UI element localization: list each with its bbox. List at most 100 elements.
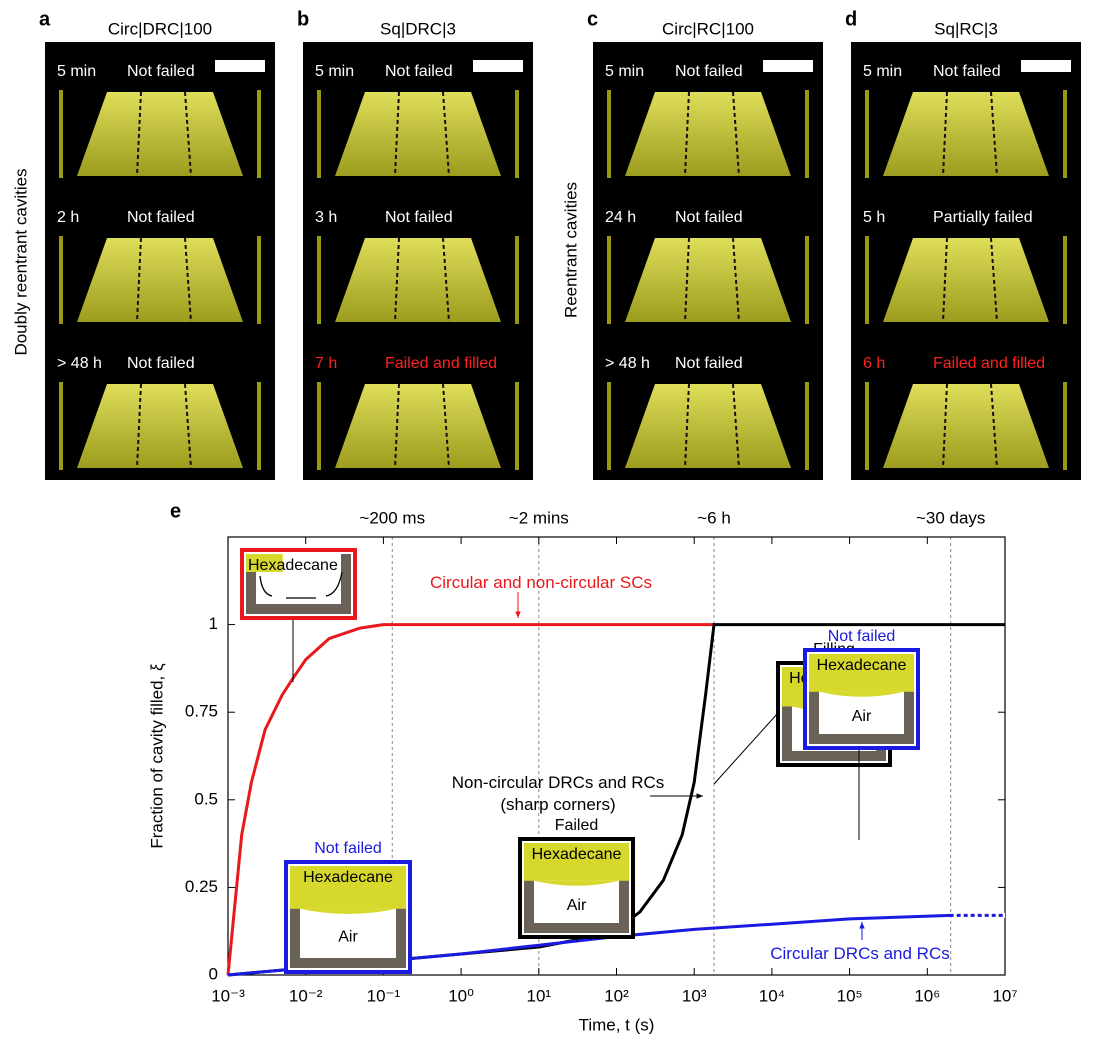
frame-time: 6 h	[863, 355, 885, 372]
time-marker-label: ~200 ms	[359, 508, 425, 527]
cavity-edge	[865, 236, 869, 324]
scale-bar	[1021, 60, 1071, 72]
x-tick-label: 10⁻³	[211, 986, 245, 1005]
cavity-edge	[805, 236, 809, 324]
inset-liquid: Hexadecane	[817, 657, 907, 674]
cavity-edge	[515, 90, 519, 178]
cavity-edge	[515, 236, 519, 324]
frame-status: Not failed	[127, 209, 195, 226]
scale-bar	[215, 60, 265, 72]
frame-time: > 48 h	[57, 355, 102, 372]
row-label: Doubly reentrant cavities	[11, 168, 30, 355]
row-label: Reentrant cavities	[561, 182, 580, 318]
x-tick-label: 10³	[682, 986, 707, 1005]
series-label: Circular and non-circular SCs	[430, 573, 652, 592]
cavity-edge	[59, 382, 63, 470]
panel-title: Circ|DRC|100	[108, 19, 212, 38]
frame-time: 5 min	[605, 63, 644, 80]
x-tick-label: 10⁻²	[289, 986, 323, 1005]
frame-status: Not failed	[127, 63, 195, 80]
x-tick-label: 10⁷	[992, 986, 1017, 1005]
x-tick-label: 10⁻¹	[367, 986, 401, 1005]
cavity-edge	[59, 236, 63, 324]
cavity-edge	[607, 90, 611, 178]
cavity-edge	[607, 382, 611, 470]
inset-connector	[714, 713, 778, 784]
x-tick-label: 10⁴	[759, 986, 785, 1005]
cavity-edge	[257, 236, 261, 324]
frame-time: 2 h	[57, 209, 79, 226]
series-label: Circular DRCs and RCs	[770, 944, 949, 963]
x-tick-label: 10⁰	[448, 986, 474, 1005]
frame-status: Not failed	[385, 63, 453, 80]
frame-time: 3 h	[315, 209, 337, 226]
x-axis-label: Time, t (s)	[579, 1015, 655, 1034]
cavity-edge	[317, 90, 321, 178]
arrow-head	[697, 793, 703, 798]
arrow-head	[859, 922, 864, 928]
frame-status: Failed and filled	[933, 355, 1045, 372]
inset-gas: Air	[567, 897, 587, 914]
time-marker-label: ~2 mins	[509, 508, 569, 527]
cavity-edge	[1063, 90, 1067, 178]
panel-letter: c	[587, 8, 598, 30]
frame-status: Not failed	[675, 209, 743, 226]
panel-letter: d	[845, 8, 857, 30]
inset-caption: Not failed	[828, 628, 896, 645]
panel-letter: a	[39, 8, 51, 30]
frame-status: Not failed	[675, 355, 743, 372]
time-marker-label: ~30 days	[916, 508, 985, 527]
cavity-edge	[607, 236, 611, 324]
arrow-head	[515, 612, 520, 618]
x-tick-label: 10¹	[527, 986, 552, 1005]
cavity-edge	[865, 90, 869, 178]
inset-liquid: Hexadecane	[303, 869, 393, 886]
frame-time: 5 min	[57, 63, 96, 80]
scale-bar	[763, 60, 813, 72]
series-label: Non-circular DRCs and RCs(sharp corners)	[452, 773, 665, 814]
frame-time: 5 min	[863, 63, 902, 80]
frame-status: Failed and filled	[385, 355, 497, 372]
x-tick-label: 10⁶	[914, 986, 940, 1005]
time-marker-label: ~6 h	[697, 508, 731, 527]
cavity-edge	[317, 236, 321, 324]
panel-title: Circ|RC|100	[662, 19, 754, 38]
inset-gas: Air	[852, 708, 872, 725]
figure: a Circ|DRC|100 5 min Not failed 2 h Not faile…	[0, 0, 1108, 1042]
panel-title: Sq|DRC|3	[380, 19, 456, 38]
inset-liquid: Hexadecane	[532, 846, 622, 863]
frame-time: 24 h	[605, 209, 636, 226]
cavity-edge	[865, 382, 869, 470]
cavity-edge	[317, 382, 321, 470]
cavity-edge	[805, 90, 809, 178]
frame-status: Not failed	[675, 63, 743, 80]
frame-time: 5 min	[315, 63, 354, 80]
x-tick-label: 10²	[604, 986, 629, 1005]
panel-title: Sq|RC|3	[934, 19, 998, 38]
panel-letter: b	[297, 8, 309, 30]
y-tick-label: 0.5	[194, 789, 218, 808]
y-axis-label: Fraction of cavity filled, ξ	[147, 663, 166, 849]
frame-time: 7 h	[315, 355, 337, 372]
scale-bar	[473, 60, 523, 72]
cavity-edge	[515, 382, 519, 470]
y-tick-label: 1	[209, 614, 218, 633]
y-tick-label: 0.25	[185, 877, 218, 896]
cavity-edge	[257, 382, 261, 470]
frame-time: > 48 h	[605, 355, 650, 372]
y-tick-label: 0	[209, 964, 218, 983]
frame-status: Partially failed	[933, 209, 1033, 226]
frame-status: Not failed	[385, 209, 453, 226]
panel-letter: e	[170, 500, 181, 522]
frame-status: Not failed	[127, 355, 195, 372]
y-tick-label: 0.75	[185, 702, 218, 721]
inset-caption: Failed	[555, 817, 599, 834]
cavity-edge	[805, 382, 809, 470]
cavity-edge	[257, 90, 261, 178]
inset-gas: Air	[338, 929, 358, 946]
inset-liquid: Hexadecane	[248, 557, 338, 574]
cavity-edge	[59, 90, 63, 178]
cavity-edge	[1063, 236, 1067, 324]
frame-time: 5 h	[863, 209, 885, 226]
cavity-edge	[1063, 382, 1067, 470]
